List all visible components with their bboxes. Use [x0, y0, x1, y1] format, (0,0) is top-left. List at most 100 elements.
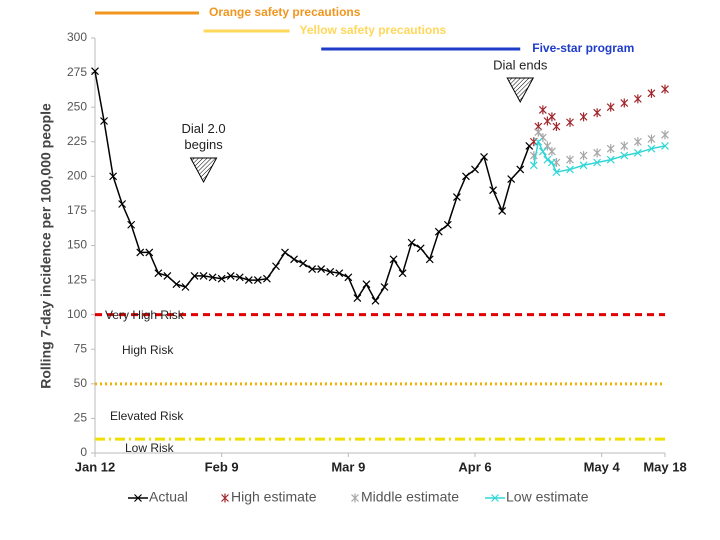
data-point: [416, 244, 425, 253]
data-point: [661, 84, 669, 94]
data-point: [462, 172, 470, 181]
data-point: [221, 493, 229, 503]
data-point: [452, 193, 461, 202]
y-tick-label: 175: [67, 203, 87, 217]
data-point: [620, 141, 629, 151]
period-label: Five-star program: [532, 41, 634, 55]
data-point: [134, 494, 142, 502]
data-point: [335, 269, 344, 278]
data-point: [593, 108, 602, 118]
y-tick-label: 25: [74, 411, 88, 425]
y-tick-label: 275: [67, 65, 87, 79]
data-point: [290, 255, 298, 264]
data-point: [389, 255, 398, 264]
event-label: Dial ends: [493, 57, 548, 72]
data-point: [606, 155, 615, 164]
data-point: [136, 248, 145, 257]
data-point: [281, 248, 289, 257]
data-point: [534, 137, 543, 146]
data-point: [547, 158, 556, 167]
data-point: [344, 273, 353, 282]
event-marker: [506, 77, 535, 104]
data-point: [534, 127, 543, 137]
data-point: [351, 493, 359, 503]
data-point: [566, 117, 574, 127]
data-point: [491, 494, 499, 502]
data-point: [647, 144, 656, 153]
data-point: [543, 116, 552, 126]
event-marker: [189, 157, 218, 184]
y-tick-label: 200: [67, 169, 87, 183]
data-point: [109, 172, 118, 181]
y-tick-label: 0: [80, 445, 87, 459]
y-tick-label: 250: [67, 99, 87, 113]
data-point: [538, 105, 547, 115]
data-point: [633, 94, 642, 104]
data-point: [498, 206, 507, 215]
data-point: [443, 220, 452, 229]
x-tick-label: Jan 12: [75, 459, 115, 474]
y-tick-label: 300: [67, 30, 87, 44]
data-point: [326, 267, 335, 276]
data-point: [353, 294, 362, 302]
zone-label: Low Risk: [125, 441, 175, 455]
data-point: [661, 141, 669, 150]
data-point: [633, 148, 642, 157]
data-point: [543, 141, 552, 151]
series-line: [533, 139, 666, 174]
data-point: [190, 272, 199, 280]
y-axis-title: Rolling 7-day incidence per 100,000 peop…: [38, 103, 54, 389]
data-point: [235, 273, 244, 282]
data-point: [172, 280, 181, 289]
data-point: [529, 137, 538, 147]
data-point: [516, 165, 525, 174]
data-point: [425, 255, 434, 264]
event-label: Dial 2.0 begins: [182, 121, 226, 152]
data-point: [398, 269, 407, 278]
legend-label: Actual: [149, 489, 188, 505]
legend-label: High estimate: [231, 489, 317, 505]
y-tick-label: 125: [67, 272, 87, 286]
x-tick-label: Mar 9: [331, 459, 365, 474]
zone-label: High Risk: [122, 343, 174, 357]
data-point: [579, 112, 588, 122]
data-point: [620, 98, 629, 108]
data-point: [407, 238, 416, 247]
data-point: [593, 148, 602, 158]
data-point: [471, 165, 479, 174]
data-point: [538, 147, 547, 156]
data-point: [145, 248, 154, 257]
data-point: [226, 272, 235, 280]
y-tick-label: 75: [74, 341, 88, 355]
zone-label: Very High Risk: [105, 308, 185, 322]
data-point: [91, 67, 99, 76]
data-point: [299, 259, 308, 268]
data-point: [163, 272, 172, 280]
data-point: [593, 158, 602, 167]
data-point: [529, 161, 538, 170]
data-point: [606, 144, 615, 154]
x-tick-label: Apr 6: [458, 459, 491, 474]
data-point: [647, 88, 656, 98]
legend-label: Low estimate: [506, 489, 589, 505]
data-point: [620, 151, 629, 160]
data-point: [552, 168, 561, 177]
y-tick-label: 100: [67, 307, 87, 321]
data-point: [489, 186, 498, 195]
data-point: [217, 274, 226, 283]
data-point: [661, 130, 669, 140]
event-label-line: Dial 2.0: [182, 121, 226, 136]
data-point: [127, 220, 136, 229]
data-point: [272, 262, 280, 271]
data-point: [244, 276, 253, 285]
data-point: [154, 269, 163, 278]
period-label: Yellow safety precautions: [300, 23, 447, 37]
data-point: [480, 153, 488, 161]
data-point: [507, 175, 516, 184]
data-point: [118, 200, 127, 208]
data-point: [633, 137, 642, 147]
data-point: [579, 151, 588, 161]
x-tick-label: May 4: [584, 459, 621, 474]
data-point: [362, 280, 371, 289]
